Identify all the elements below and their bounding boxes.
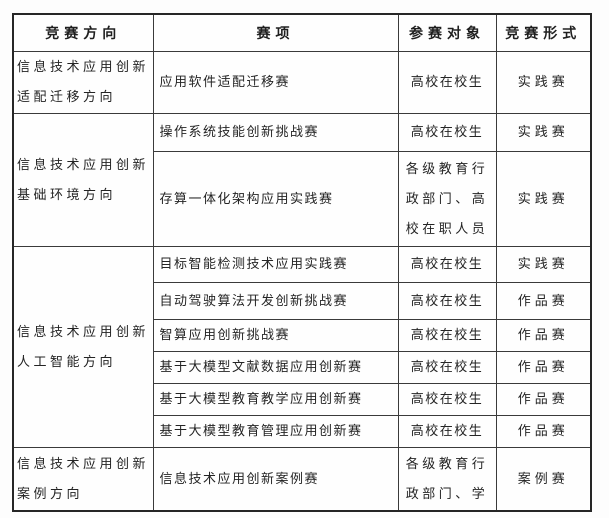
event-cell: 基于大模型教育管理应用创新赛 [152,414,399,448]
col-header-direction: 竞赛方向 [12,13,154,52]
table-row: 信息技术应用创新人工智能方向 目标智能检测技术应用实践赛 高校在校生 实践赛 [12,245,592,448]
direction-cell: 信息技术应用创新案例方向 [12,446,154,512]
participants-cell: 高校在校生 [397,281,497,320]
format-cell: 作品赛 [495,318,592,352]
header-row: 竞赛方向 赛项 参赛对象 竞赛形式 [12,13,592,52]
direction-cell: 信息技术应用创新适配迁移方向 [12,50,154,114]
event-cell: 基于大模型文献数据应用创新赛 [152,350,399,384]
format-cell: 实践赛 [495,150,592,247]
table-row: 信息技术应用创新案例方向 信息技术应用创新案例赛 各级教育行政部门、学 案例赛 [12,446,592,512]
event-cell: 存算一体化架构应用实践赛 [152,150,399,247]
participants-cell: 高校在校生 [397,50,497,114]
table-row: 信息技术应用创新基础环境方向 操作系统技能创新挑战赛 高校在校生 实践赛 [12,112,592,247]
participants-cell: 各级教育行政部门、高校在职人员 [397,150,497,247]
event-cell: 目标智能检测技术应用实践赛 [152,245,399,283]
participants-cell: 高校在校生 [397,350,497,384]
format-cell: 作品赛 [495,281,592,320]
participants-cell: 高校在校生 [397,414,497,448]
event-cell: 智算应用创新挑战赛 [152,318,399,352]
participants-cell: 高校在校生 [397,245,497,283]
format-cell: 作品赛 [495,350,592,384]
competition-table: 竞赛方向 赛项 参赛对象 竞赛形式 信息技术应用创新适配迁移方向 应用软件适配迁… [12,13,592,512]
table-row: 自动驾驶算法开发创新挑战赛 高校在校生 作品赛 [13,281,592,320]
participants-cell: 高校在校生 [397,318,497,352]
table-header: 竞赛方向 赛项 参赛对象 竞赛形式 [12,13,592,52]
table-row: 信息技术应用创新适配迁移方向 应用软件适配迁移赛 高校在校生 实践赛 [12,50,592,114]
table-body: 信息技术应用创新适配迁移方向 应用软件适配迁移赛 高校在校生 实践赛 信息技术应… [12,50,592,512]
format-cell: 实践赛 [495,245,592,283]
event-cell: 信息技术应用创新案例赛 [152,446,399,512]
event-cell: 操作系统技能创新挑战赛 [152,112,399,152]
format-cell: 实践赛 [495,112,592,152]
col-header-format: 竞赛形式 [495,13,592,52]
direction-cell: 信息技术应用创新基础环境方向 [12,112,154,247]
participants-cell: 各级教育行政部门、学 [397,446,497,512]
participants-cell: 高校在校生 [397,382,497,416]
table-row: 智算应用创新挑战赛 高校在校生 作品赛 [13,318,592,352]
table-row: 基于大模型教育管理应用创新赛 高校在校生 作品赛 [13,414,592,448]
direction-cell: 信息技术应用创新人工智能方向 [12,245,154,448]
table-row: 基于大模型教育教学应用创新赛 高校在校生 作品赛 [13,382,592,416]
participants-cell: 高校在校生 [397,112,497,152]
format-cell: 作品赛 [495,382,592,416]
format-cell: 案例赛 [495,446,592,512]
format-cell: 作品赛 [495,414,592,448]
event-cell: 应用软件适配迁移赛 [152,50,399,114]
format-cell: 实践赛 [495,50,592,114]
event-cell: 自动驾驶算法开发创新挑战赛 [152,281,399,320]
col-header-event: 赛项 [152,13,399,52]
event-cell: 基于大模型教育教学应用创新赛 [152,382,399,416]
table-row: 存算一体化架构应用实践赛 各级教育行政部门、高校在职人员 实践赛 [13,150,592,247]
table-row: 基于大模型文献数据应用创新赛 高校在校生 作品赛 [13,350,592,384]
col-header-participants: 参赛对象 [397,13,497,52]
